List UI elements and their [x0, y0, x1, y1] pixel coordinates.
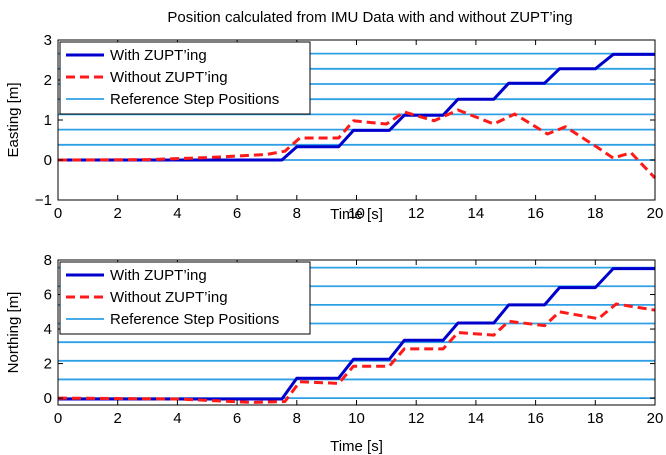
x-axis-label: Time [s] — [330, 438, 383, 455]
y-tick-label: 0 — [44, 390, 52, 407]
legend: With ZUPT’ing Without ZUPT’ing Reference S… — [59, 41, 311, 115]
x-tick-label: 0 — [54, 410, 62, 427]
series-line-with-zupt — [58, 52, 655, 162]
x-tick-label: 16 — [527, 410, 544, 427]
legend-label: Reference Step Positions — [110, 311, 279, 328]
x-tick-label: 6 — [233, 410, 241, 427]
chart-title: Position calculated from IMU Data with a… — [167, 9, 572, 26]
x-tick-label: 18 — [587, 410, 604, 427]
y-tick-label: 1 — [44, 112, 52, 129]
x-tick-label: 2 — [114, 205, 122, 222]
x-tick-label: 8 — [293, 205, 301, 222]
x-tick-label: 12 — [408, 410, 425, 427]
x-tick-label: 8 — [293, 410, 301, 427]
y-tick-label: 2 — [44, 72, 52, 89]
x-tick-label: 10 — [348, 205, 365, 222]
x-axis-label: Time [s] — [330, 206, 383, 223]
x-tick-label: 6 — [233, 205, 241, 222]
y-tick-label: 4 — [44, 321, 52, 338]
legend-label: Without ZUPT’ing — [110, 69, 228, 86]
x-tick-label: 2 — [114, 410, 122, 427]
x-tick-label: 20 — [647, 410, 664, 427]
series-line-without-zupt — [57, 108, 657, 180]
x-tick-label: 20 — [647, 205, 664, 222]
x-tick-label: 10 — [348, 410, 365, 427]
x-tick-label: 12 — [408, 205, 425, 222]
legend-label: With ZUPT’ing — [110, 47, 207, 64]
y-tick-label: 6 — [44, 287, 52, 304]
y-axis-label: Northing [m] — [5, 292, 22, 374]
x-tick-label: 0 — [54, 205, 62, 222]
y-tick-label: 3 — [44, 32, 52, 49]
x-tick-label: 4 — [173, 410, 181, 427]
y-tick-label: 0 — [44, 152, 52, 169]
y-tick-label: −1 — [35, 192, 52, 209]
legend-label: With ZUPT’ing — [110, 267, 207, 284]
series-line-without-zupt — [57, 302, 656, 404]
x-tick-label: 14 — [468, 410, 485, 427]
legend: With ZUPT’ing Without ZUPT’ing Reference S… — [59, 261, 311, 335]
legend-label: Without ZUPT’ing — [110, 289, 228, 306]
y-tick-label: 2 — [44, 356, 52, 373]
northing-plot: 0 2 4 6 8 10 12 14 16 18 20 0 2 4 6 8 Time [s] Northing [… — [5, 252, 663, 455]
series-line-with-zupt — [58, 267, 655, 401]
x-tick-label: 16 — [527, 205, 544, 222]
legend-label: Reference Step Positions — [110, 91, 279, 108]
x-tick-label: 4 — [173, 205, 181, 222]
x-tick-label: 14 — [468, 205, 485, 222]
y-axis-label: Easting [m] — [5, 82, 22, 157]
y-tick-label: 8 — [44, 252, 52, 269]
x-tick-label: 18 — [587, 205, 604, 222]
